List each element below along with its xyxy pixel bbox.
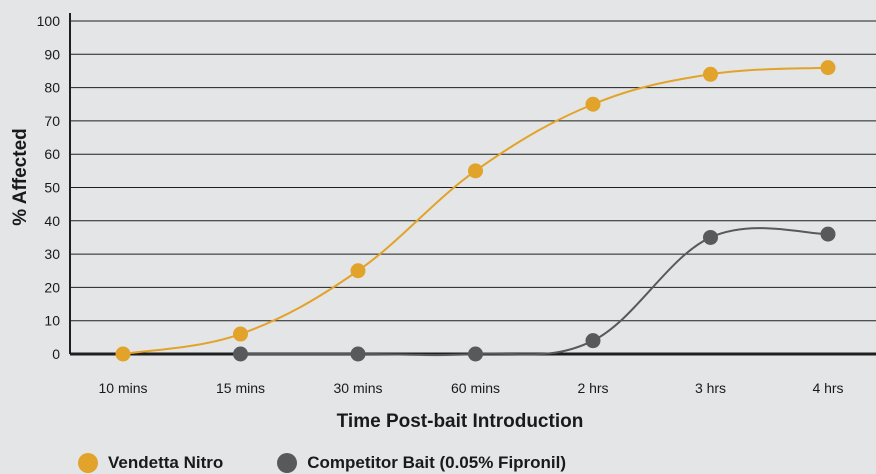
line-chart: 0 10 20 30 40 50 60 70 80 90 100 10 mins 15 mins 30 …	[10, 13, 876, 432]
x-tick-label-0: 10 mins	[98, 380, 147, 396]
series-line-0	[122, 66, 829, 355]
series-1-point-5	[703, 229, 718, 245]
series-1-point-3	[468, 346, 483, 362]
x-tick-labels: 10 mins 15 mins 30 mins 60 mins 2 hrs 3 hrs 4 …	[98, 380, 843, 396]
y-tick-label-60: 60	[44, 146, 60, 162]
series-1	[233, 226, 836, 362]
legend-swatch-competitor	[277, 453, 298, 473]
legend: Vendetta Nitro Competitor Bait (0.05% Fi…	[78, 452, 620, 474]
legend-label-competitor: Competitor Bait (0.05% Fipronil)	[307, 453, 567, 472]
gridlines	[70, 20, 876, 322]
series-0-point-2	[350, 263, 366, 279]
series-0-point-5	[703, 66, 718, 82]
x-tick-label-4: 2 hrs	[577, 380, 608, 396]
series	[115, 60, 836, 362]
legend-swatch-vendetta	[78, 453, 98, 473]
x-tick-label-6: 4 hrs	[812, 380, 843, 396]
legend-item-vendetta: Vendetta Nitro	[78, 453, 223, 473]
y-tick-label-40: 40	[44, 213, 60, 229]
x-tick-label-3: 60 mins	[451, 380, 500, 396]
legend-label-vendetta: Vendetta Nitro	[108, 453, 224, 472]
series-1-point-1	[233, 346, 248, 362]
axes	[69, 13, 876, 356]
y-tick-label-70: 70	[44, 113, 60, 129]
series-1-point-4	[585, 333, 601, 349]
y-tick-label-90: 90	[44, 46, 60, 62]
y-tick-label-0: 0	[52, 346, 60, 362]
series-1-point-2	[350, 346, 366, 362]
series-0	[115, 60, 836, 362]
y-tick-label-80: 80	[44, 80, 60, 96]
x-tick-label-2: 30 mins	[333, 380, 382, 396]
series-0-point-4	[585, 96, 601, 112]
y-axis-title: % Affected	[10, 128, 31, 225]
x-tick-label-1: 15 mins	[216, 380, 265, 396]
legend-item-competitor: Competitor Bait (0.05% Fipronil)	[277, 453, 566, 473]
y-tick-labels: 0 10 20 30 40 50 60 70 80 90 100	[37, 13, 61, 362]
y-tick-label-50: 50	[44, 180, 60, 196]
x-axis-title: Time Post-bait Introduction	[337, 411, 584, 432]
series-0-point-1	[233, 326, 248, 342]
y-tick-label-30: 30	[44, 246, 60, 262]
series-0-point-0	[115, 346, 131, 362]
series-1-point-6	[820, 226, 836, 242]
x-tick-label-5: 3 hrs	[695, 380, 726, 396]
series-0-point-3	[468, 163, 483, 179]
y-tick-label-100: 100	[37, 13, 61, 29]
series-0-point-6	[820, 60, 836, 76]
y-tick-label-10: 10	[44, 313, 60, 329]
series-line-1	[240, 227, 829, 357]
y-tick-label-20: 20	[44, 279, 60, 295]
